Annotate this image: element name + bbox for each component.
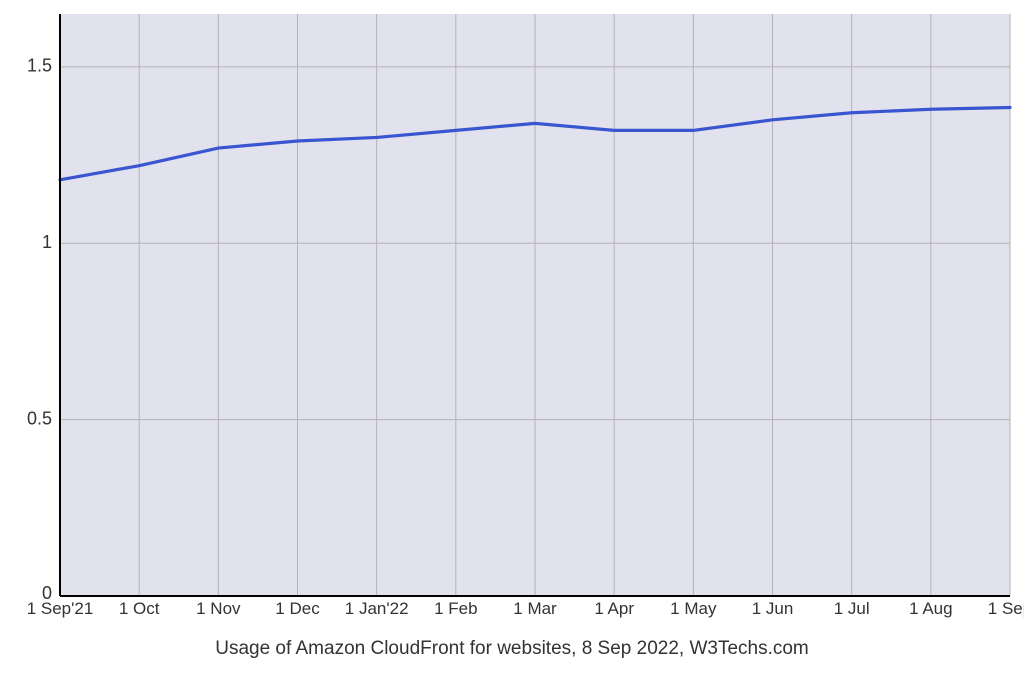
x-tick-label: 1 Jul <box>834 599 870 618</box>
y-tick-label: 0.5 <box>27 408 52 428</box>
x-tick-label: 1 Jun <box>752 599 794 618</box>
x-tick-label: 1 Sep <box>988 599 1024 618</box>
y-tick-label: 1.5 <box>27 56 52 76</box>
x-tick-label: 1 Mar <box>513 599 557 618</box>
usage-line-chart: 00.511.51 Sep'211 Oct1 Nov1 Dec1 Jan'221… <box>0 0 1024 624</box>
chart-container: 00.511.51 Sep'211 Oct1 Nov1 Dec1 Jan'221… <box>0 0 1024 676</box>
x-tick-label: 1 Dec <box>275 599 320 618</box>
x-tick-label: 1 Apr <box>594 599 634 618</box>
x-tick-label: 1 Sep'21 <box>27 599 94 618</box>
x-tick-label: 1 Aug <box>909 599 953 618</box>
y-tick-label: 1 <box>42 232 52 252</box>
x-tick-label: 1 Feb <box>434 599 477 618</box>
chart-caption: Usage of Amazon CloudFront for websites,… <box>0 638 1024 660</box>
x-tick-label: 1 Jan'22 <box>345 599 409 618</box>
x-tick-label: 1 May <box>670 599 717 618</box>
x-tick-label: 1 Nov <box>196 599 241 618</box>
x-tick-label: 1 Oct <box>119 599 160 618</box>
